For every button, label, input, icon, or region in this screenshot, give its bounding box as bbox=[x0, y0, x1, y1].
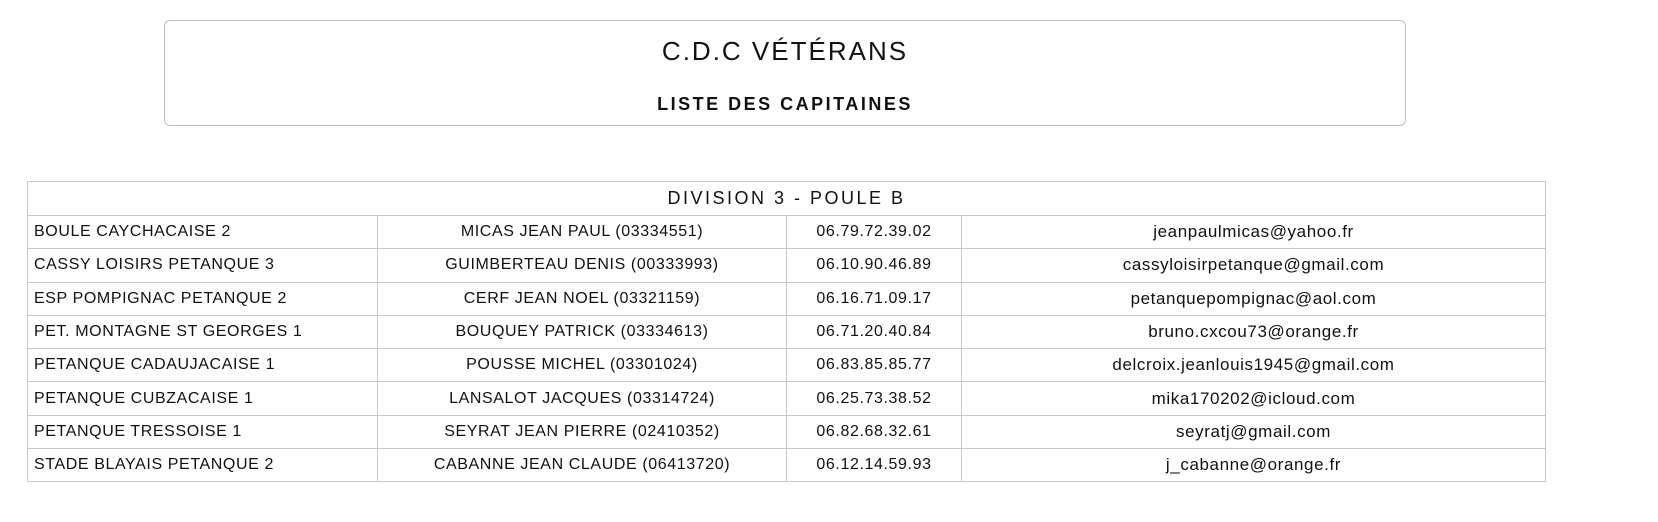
table-row: PETANQUE CADAUJACAISE 1 POUSSE MICHEL (03… bbox=[27, 348, 1546, 383]
table-row: CASSY LOISIRS PETANQUE 3 GUIMBERTEAU DENI… bbox=[27, 248, 1546, 283]
club-cell: ESP POMPIGNAC PETANQUE 2 bbox=[27, 281, 378, 316]
phone-cell: 06.83.85.85.77 bbox=[786, 348, 962, 383]
email-cell: delcroix.jeanlouis1945@gmail.com bbox=[961, 348, 1546, 383]
email-cell: j_cabanne@orange.fr bbox=[961, 448, 1546, 483]
table-row: ESP POMPIGNAC PETANQUE 2 CERF JEAN NOEL (… bbox=[27, 281, 1546, 316]
phone-cell: 06.79.72.39.02 bbox=[786, 214, 962, 250]
club-cell: PETANQUE CUBZACAISE 1 bbox=[27, 381, 378, 416]
club-cell: STADE BLAYAIS PETANQUE 2 bbox=[27, 448, 378, 483]
captain-cell: LANSALOT JACQUES (03314724) bbox=[377, 381, 787, 416]
phone-cell: 06.10.90.46.89 bbox=[786, 248, 962, 283]
table-row: STADE BLAYAIS PETANQUE 2 CABANNE JEAN CLA… bbox=[27, 448, 1546, 483]
phone-cell: 06.71.20.40.84 bbox=[786, 314, 962, 350]
captain-cell: SEYRAT JEAN PIERRE (02410352) bbox=[377, 414, 787, 450]
club-cell: PET. MONTAGNE ST GEORGES 1 bbox=[27, 314, 378, 350]
header-box: C.D.C VÉTÉRANS LISTE DES CAPITAINES bbox=[164, 20, 1406, 126]
club-cell: PETANQUE TRESSOISE 1 bbox=[27, 414, 378, 450]
phone-cell: 06.12.14.59.93 bbox=[786, 448, 962, 483]
phone-cell: 06.25.73.38.52 bbox=[786, 381, 962, 416]
phone-cell: 06.82.68.32.61 bbox=[786, 414, 962, 450]
table-row: PETANQUE TRESSOISE 1 SEYRAT JEAN PIERRE (… bbox=[27, 414, 1546, 450]
division-caption: DIVISION 3 - POULE B bbox=[27, 181, 1546, 216]
table-row: PETANQUE CUBZACAISE 1 LANSALOT JACQUES (0… bbox=[27, 381, 1546, 416]
email-cell: petanquepompignac@aol.com bbox=[961, 281, 1546, 316]
table-row: PET. MONTAGNE ST GEORGES 1 BOUQUEY PATRIC… bbox=[27, 314, 1546, 350]
table-row: BOULE CAYCHACAISE 2 MICAS JEAN PAUL (0333… bbox=[27, 214, 1546, 250]
club-cell: BOULE CAYCHACAISE 2 bbox=[27, 214, 378, 250]
email-cell: jeanpaulmicas@yahoo.fr bbox=[961, 214, 1546, 250]
email-cell: bruno.cxcou73@orange.fr bbox=[961, 314, 1546, 350]
captains-table: DIVISION 3 - POULE B BOULE CAYCHACAISE 2… bbox=[27, 181, 1546, 483]
captain-cell: GUIMBERTEAU DENIS (00333993) bbox=[377, 248, 787, 283]
captain-cell: CABANNE JEAN CLAUDE (06413720) bbox=[377, 448, 787, 483]
email-cell: mika170202@icloud.com bbox=[961, 381, 1546, 416]
captain-cell: MICAS JEAN PAUL (03334551) bbox=[377, 214, 787, 250]
captain-cell: BOUQUEY PATRICK (03334613) bbox=[377, 314, 787, 350]
email-cell: cassyloisirpetanque@gmail.com bbox=[961, 248, 1546, 283]
page-subtitle: LISTE DES CAPITAINES bbox=[657, 94, 913, 114]
club-cell: CASSY LOISIRS PETANQUE 3 bbox=[27, 248, 378, 283]
club-cell: PETANQUE CADAUJACAISE 1 bbox=[27, 348, 378, 383]
page-title: C.D.C VÉTÉRANS bbox=[661, 36, 909, 66]
captain-cell: CERF JEAN NOEL (03321159) bbox=[377, 281, 787, 316]
phone-cell: 06.16.71.09.17 bbox=[786, 281, 962, 316]
email-cell: seyratj@gmail.com bbox=[961, 414, 1546, 450]
captain-cell: POUSSE MICHEL (03301024) bbox=[377, 348, 787, 383]
